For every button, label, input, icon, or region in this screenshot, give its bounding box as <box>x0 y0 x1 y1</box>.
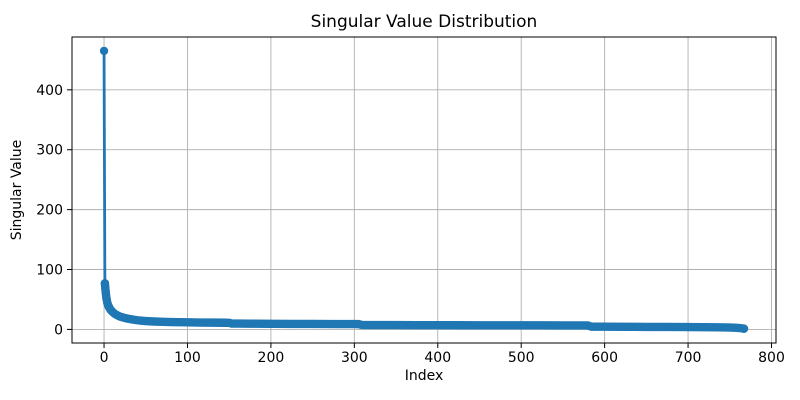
series-line <box>102 49 746 331</box>
x-tick-label: 700 <box>675 350 702 366</box>
data-point-marker <box>739 324 749 333</box>
x-axis-label: Index <box>405 368 444 384</box>
series-marker-band <box>100 279 749 333</box>
y-tick-label: 400 <box>36 83 63 99</box>
y-tick-label: 200 <box>36 203 63 219</box>
x-tick-label: 400 <box>424 350 451 366</box>
data-point-marker <box>101 288 110 297</box>
x-tick-label: 800 <box>758 350 785 366</box>
chart-title: Singular Value Distribution <box>311 12 538 32</box>
series-layer <box>99 46 749 333</box>
x-tick-label: 500 <box>508 350 535 366</box>
x-tick-label: 200 <box>258 350 285 366</box>
y-tick-label: 0 <box>54 322 63 338</box>
y-axis-label: Singular Value <box>9 140 25 241</box>
tick-layer: 0 100 200 300 400 500 600 700 800 0 100 200 300 400 <box>36 83 785 366</box>
x-tick-label: 300 <box>341 350 368 366</box>
data-point-marker <box>99 46 109 56</box>
data-point-marker <box>106 305 115 315</box>
plot-frame <box>71 36 777 344</box>
y-tick-label: 300 <box>36 143 63 159</box>
y-tick-label: 100 <box>36 263 63 279</box>
grid-layer <box>72 37 776 343</box>
x-tick-label: 600 <box>591 350 618 366</box>
x-tick-label: 0 <box>100 350 109 366</box>
data-point-marker <box>100 279 110 288</box>
x-tick-label: 100 <box>174 350 201 366</box>
